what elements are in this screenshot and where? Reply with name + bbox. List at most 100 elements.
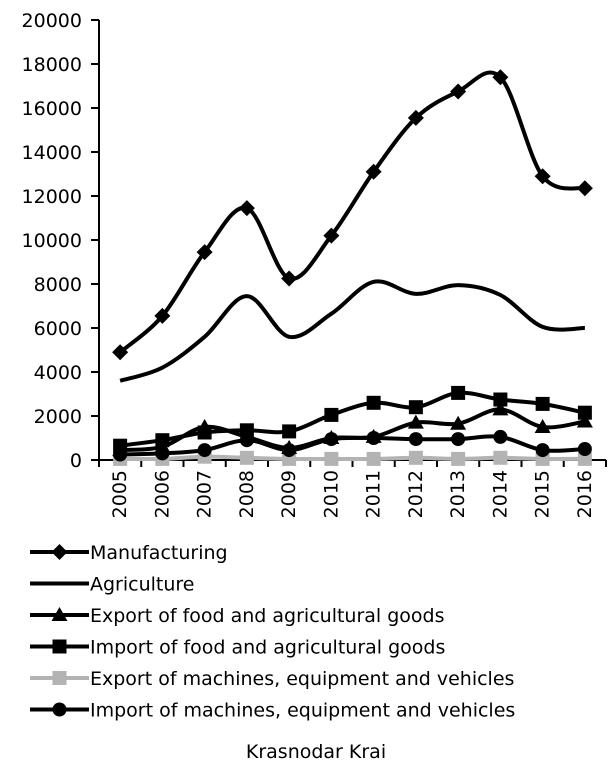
plot-series [112,69,593,466]
legend-label: Import of machines, equipment and vehicl… [90,700,515,722]
legend-label: Import of food and agricultural goods [90,637,445,659]
data-point [154,307,171,324]
legend-label: Agriculture [90,574,195,596]
data-point [450,83,467,100]
x-tick-label: 2008 [236,470,258,518]
legend-label: Export of food and agricultural goods [90,605,445,627]
y-tick-label: 8000 [34,274,82,296]
x-tick-label: 2007 [194,470,216,518]
data-point [535,443,550,458]
data-point [534,168,551,185]
legend-item: Manufacturing [30,542,228,564]
data-point [112,344,129,361]
data-point [492,69,509,86]
y-tick-label: 16000 [22,98,82,120]
legend-label: Export of machines, equipment and vehicl… [90,668,514,690]
x-tick-label: 2012 [405,470,427,518]
chart-caption: Krasnodar Krai [246,741,386,763]
series-line [119,279,585,383]
legend-label: Manufacturing [90,542,228,564]
data-point [238,200,255,217]
legend-item: Export of machines, equipment and vehicl… [30,668,514,690]
legend-item: Import of machines, equipment and vehicl… [30,700,515,722]
data-point [281,270,298,287]
data-point [197,425,212,440]
x-tick-label: 2010 [320,470,342,518]
data-point [407,109,424,126]
series-line [119,407,586,453]
x-tick-label: 2009 [278,470,300,518]
data-point [576,413,593,428]
x-tick-label: 2006 [151,470,173,518]
legend-swatch-marker [51,544,68,560]
data-point [239,450,254,465]
data-point [577,405,592,420]
y-tick-label: 12000 [22,186,82,208]
y-tick-label: 10000 [22,230,82,252]
y-tick-label: 2000 [34,406,82,428]
data-point [535,396,550,411]
y-axis: 0 2000 4000 6000 8000 10000 12000 14000 16000 180… [22,10,100,472]
data-point [239,423,254,438]
y-tick-label: 14000 [22,142,82,164]
data-point [451,432,466,447]
data-point [493,429,508,444]
data-point [365,163,382,180]
x-tick-label: 2005 [109,470,131,518]
data-point [323,227,340,244]
data-point [323,430,340,444]
x-axis: 2005 2006 2007 2008 2009 2010 2011 2012 2013 2014… [98,459,607,518]
data-point [366,451,381,466]
data-point [196,244,213,261]
x-tick-label: 2011 [363,470,385,518]
data-point [492,401,509,416]
data-point [155,433,170,448]
data-point [450,415,467,430]
data-point [451,385,466,400]
series-0 [112,69,593,361]
y-tick-label: 20000 [22,10,82,32]
series-line [118,70,586,354]
x-tick-label: 2013 [447,470,469,518]
y-tick-label: 18000 [22,54,82,76]
data-point [324,407,339,422]
legend-swatch-marker [52,671,67,685]
legend-swatch-marker [52,639,67,654]
data-point [281,439,298,454]
data-point [365,428,382,443]
data-point [366,395,381,410]
series-line [120,454,585,462]
data-point [577,442,592,456]
data-point [197,443,212,458]
series-3 [113,385,592,453]
y-axis-ticks: 0 2000 4000 6000 8000 10000 12000 14000 16000 180… [22,10,99,472]
data-point [408,400,423,415]
data-point [408,450,423,465]
data-point [451,451,466,466]
data-point [576,180,593,197]
y-tick-label: 0 [70,450,82,472]
y-tick-label: 4000 [34,362,82,384]
data-point [577,451,592,466]
data-point [282,424,297,439]
x-axis-ticks: 2005 2006 2007 2008 2009 2010 2011 2012 2013 2014… [98,460,607,518]
legend-item: Export of food and agricultural goods [30,605,445,627]
x-tick-label: 2016 [574,470,596,518]
data-point [324,451,339,466]
legend: Manufacturing Agriculture Export of food a… [30,542,515,722]
x-tick-label: 2015 [532,470,554,518]
data-point [534,419,551,433]
y-tick-label: 6000 [34,318,82,340]
legend-swatch-marker [52,702,67,717]
data-point [493,450,508,465]
series-1 [119,279,585,383]
data-point [407,414,424,429]
data-point [493,392,508,407]
legend-item: Import of food and agricultural goods [30,637,445,659]
legend-swatch-marker [51,607,68,621]
data-point [113,438,128,453]
data-point [408,432,423,447]
x-tick-label: 2014 [489,470,511,518]
legend-item: Agriculture [30,574,195,596]
